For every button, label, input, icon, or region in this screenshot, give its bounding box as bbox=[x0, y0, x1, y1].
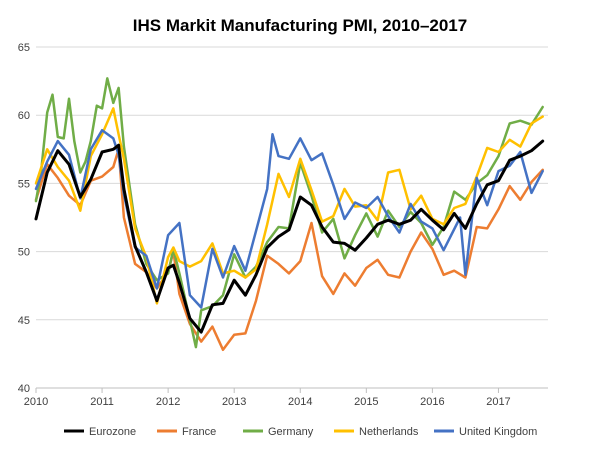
legend-label: Netherlands bbox=[359, 426, 419, 438]
x-tick-label: 2016 bbox=[420, 396, 444, 408]
x-tick-label: 2012 bbox=[156, 396, 180, 408]
y-tick-label: 40 bbox=[18, 383, 30, 395]
series-line-eurozone bbox=[34, 139, 545, 334]
y-tick-label: 55 bbox=[18, 178, 30, 190]
x-tick-label: 2014 bbox=[288, 396, 312, 408]
y-tick-label: 45 bbox=[18, 315, 30, 327]
x-tick-label: 2015 bbox=[354, 396, 378, 408]
chart-title: IHS Markit Manufacturing PMI, 2010–2017 bbox=[132, 16, 468, 35]
legend-label: Eurozone bbox=[89, 426, 136, 438]
x-tick-label: 2013 bbox=[222, 396, 246, 408]
x-tick-label: 2017 bbox=[486, 396, 510, 408]
series-line-united-kingdom bbox=[34, 128, 544, 309]
axes: 40 45 50 55 60 65 2010 2011 2012 2013 2014 2015 2016… bbox=[18, 42, 548, 408]
series-lines bbox=[34, 77, 545, 352]
legend: Eurozone France Germany Netherlands United K… bbox=[64, 426, 537, 438]
legend-label: Germany bbox=[268, 426, 314, 438]
y-tick-label: 65 bbox=[18, 42, 30, 54]
legend-label: France bbox=[182, 426, 216, 438]
x-tick-label: 2011 bbox=[90, 396, 114, 408]
y-tick-label: 50 bbox=[18, 247, 30, 259]
series-line-netherlands bbox=[34, 107, 544, 305]
series-line-germany bbox=[34, 77, 544, 349]
x-tick-label: 2010 bbox=[24, 396, 48, 408]
legend-label: United Kingdom bbox=[459, 426, 537, 438]
y-tick-label: 60 bbox=[18, 110, 30, 122]
